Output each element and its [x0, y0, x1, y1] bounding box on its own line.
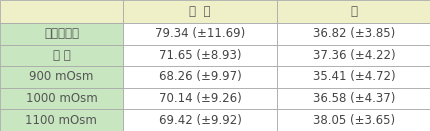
Bar: [123, 23, 276, 45]
Text: 해 수: 해 수: [52, 49, 70, 62]
Bar: [0, 23, 123, 45]
Bar: [123, 109, 276, 131]
Bar: [0, 88, 123, 109]
Text: 원심분리전: 원심분리전: [44, 27, 79, 40]
Text: 길  이: 길 이: [189, 5, 210, 18]
Bar: [0, 66, 123, 88]
Text: 900 mOsm: 900 mOsm: [29, 70, 93, 83]
Text: 79.34 (±11.69): 79.34 (±11.69): [154, 27, 245, 40]
Bar: [123, 66, 276, 88]
Bar: [0, 45, 123, 66]
Bar: [123, 88, 276, 109]
Text: 68.26 (±9.97): 68.26 (±9.97): [158, 70, 241, 83]
Text: 36.82 (±3.85): 36.82 (±3.85): [312, 27, 394, 40]
Bar: [123, 0, 276, 23]
Text: 70.14 (±9.26): 70.14 (±9.26): [158, 92, 241, 105]
Bar: [276, 109, 430, 131]
Text: 35.41 (±4.72): 35.41 (±4.72): [312, 70, 394, 83]
Bar: [0, 0, 123, 23]
Text: 폭: 폭: [350, 5, 357, 18]
Bar: [0, 109, 123, 131]
Bar: [123, 45, 276, 66]
Bar: [276, 66, 430, 88]
Text: 1000 mOsm: 1000 mOsm: [25, 92, 97, 105]
Text: 36.58 (±4.37): 36.58 (±4.37): [312, 92, 394, 105]
Bar: [276, 0, 430, 23]
Text: 38.05 (±3.65): 38.05 (±3.65): [312, 114, 394, 127]
Text: 37.36 (±4.22): 37.36 (±4.22): [312, 49, 394, 62]
Bar: [276, 45, 430, 66]
Text: 69.42 (±9.92): 69.42 (±9.92): [158, 114, 241, 127]
Text: 1100 mOsm: 1100 mOsm: [25, 114, 97, 127]
Bar: [276, 88, 430, 109]
Bar: [276, 23, 430, 45]
Text: 71.65 (±8.93): 71.65 (±8.93): [158, 49, 241, 62]
